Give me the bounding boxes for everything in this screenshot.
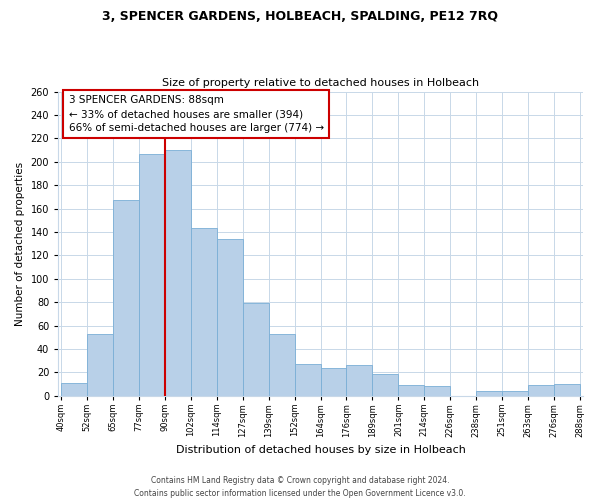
Bar <box>113 200 139 396</box>
Text: 3 SPENCER GARDENS: 88sqm
← 33% of detached houses are smaller (394)
66% of semi-: 3 SPENCER GARDENS: 88sqm ← 33% of detach… <box>68 95 324 133</box>
Text: Contains HM Land Registry data © Crown copyright and database right 2024.
Contai: Contains HM Land Registry data © Crown c… <box>134 476 466 498</box>
Bar <box>295 364 320 396</box>
Bar <box>502 391 528 396</box>
Bar <box>164 150 191 396</box>
Bar <box>61 383 87 396</box>
Bar <box>528 386 554 396</box>
Bar <box>554 384 580 396</box>
Bar <box>373 374 398 396</box>
X-axis label: Distribution of detached houses by size in Holbeach: Distribution of detached houses by size … <box>176 445 466 455</box>
Bar <box>191 228 217 396</box>
Bar <box>139 154 164 396</box>
Text: 3, SPENCER GARDENS, HOLBEACH, SPALDING, PE12 7RQ: 3, SPENCER GARDENS, HOLBEACH, SPALDING, … <box>102 10 498 23</box>
Bar <box>476 391 502 396</box>
Bar <box>320 368 346 396</box>
Bar <box>424 386 451 396</box>
Title: Size of property relative to detached houses in Holbeach: Size of property relative to detached ho… <box>162 78 479 88</box>
Bar <box>242 304 269 396</box>
Y-axis label: Number of detached properties: Number of detached properties <box>15 162 25 326</box>
Bar <box>398 386 424 396</box>
Bar <box>217 239 242 396</box>
Bar <box>346 366 373 396</box>
Bar <box>87 334 113 396</box>
Bar <box>269 334 295 396</box>
